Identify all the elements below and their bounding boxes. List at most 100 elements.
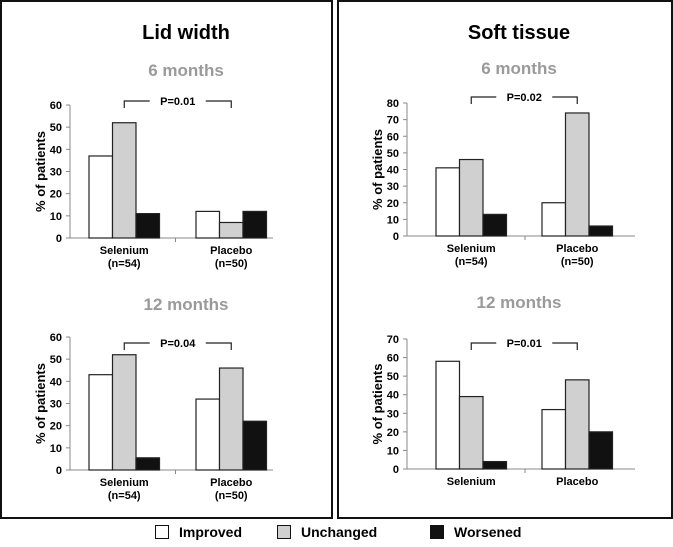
bar-worsened [482,213,508,237]
y-tick-label: 40 [387,390,399,402]
bar-unchanged [218,367,244,471]
bar-improved [195,210,221,239]
category-label: (n=54) [108,258,141,270]
y-tick-label: 50 [387,148,399,160]
bar-unchanged [111,122,137,239]
y-tick-label: 20 [387,198,399,210]
category-label: Selenium [447,476,496,488]
bar-unchanged [458,158,484,237]
category-label: Placebo [556,476,598,488]
y-tick-label: 10 [50,211,62,223]
category-label: Placebo [210,245,252,257]
panel-title-lid-width: Lid width [142,22,230,44]
y-tick-label: 40 [50,144,62,156]
category-label: Placebo [556,243,598,255]
y-tick-label: 80 [387,98,399,110]
y-axis-label: % of patients [33,131,48,212]
bar-worsened [588,225,614,237]
y-tick-label: 0 [393,231,399,243]
y-tick-label: 70 [387,334,399,346]
bar-worsened [242,420,268,471]
chart-title-lid-12m: 12 months [143,295,229,314]
chart-title-soft-12m: 12 months [476,293,562,312]
y-tick-label: 30 [50,167,62,179]
y-tick-label: 10 [50,443,62,455]
bar-unchanged [564,112,590,237]
significance-bracket [470,96,578,104]
y-tick-label: 10 [387,214,399,226]
y-tick-label: 30 [387,181,399,193]
bar-improved [88,374,114,471]
category-label: (n=54) [108,490,141,502]
significance-bracket [470,342,578,350]
y-tick-label: 30 [387,408,399,420]
category-label: (n=54) [455,256,488,268]
chart-title-soft-6m: 6 months [481,59,557,78]
chart-title-lid-6m: 6 months [148,61,224,80]
panel-title-soft-tissue: Soft tissue [467,22,571,44]
p-value-annotation: P=0.02 [507,92,542,104]
bar-worsened [588,431,614,470]
y-tick-label: 60 [387,131,399,143]
p-value-annotation: P=0.01 [160,96,195,108]
bar-unchanged [458,395,484,470]
category-label: (n=50) [215,258,248,270]
y-tick-label: 50 [50,122,62,134]
y-tick-label: 50 [50,354,62,366]
category-label: Selenium [100,477,149,489]
panel-soft-tissue [337,0,673,519]
bar-unchanged [111,354,137,471]
bar-worsened [135,213,161,239]
y-tick-label: 40 [387,165,399,177]
y-tick-label: 60 [50,332,62,344]
bar-worsened [242,210,268,239]
category-label: (n=50) [561,256,594,268]
legend-swatch-worsened [430,525,444,539]
y-tick-label: 60 [387,353,399,365]
y-tick-label: 0 [56,233,62,245]
y-tick-label: 40 [50,376,62,388]
significance-bracket [123,100,232,108]
bar-improved [195,398,221,471]
y-tick-label: 30 [50,399,62,411]
y-axis-label: % of patients [370,364,385,445]
legend: Improved Unchanged Worsened [0,524,673,544]
y-tick-label: 20 [50,189,62,201]
p-value-annotation: P=0.04 [160,338,196,350]
legend-label: Worsened [454,524,522,540]
legend-swatch-improved [155,525,169,539]
bar-improved [435,167,461,237]
bar-worsened [482,460,508,470]
bar-improved [435,360,461,470]
legend-swatch-unchanged [277,525,291,539]
legend-label: Improved [179,524,243,540]
y-tick-label: 0 [56,465,62,477]
bar-improved [541,202,567,237]
bar-improved [88,155,114,239]
y-tick-label: 20 [50,421,62,433]
y-tick-label: 10 [387,445,399,457]
category-label: Selenium [100,245,149,257]
bar-unchanged [564,379,590,470]
bar-improved [541,408,567,470]
y-tick-label: 70 [387,115,399,127]
legend-item-improved: Improved [155,524,242,540]
bar-unchanged [218,221,244,239]
p-value-annotation: P=0.01 [507,338,542,350]
y-axis-label: % of patients [370,129,385,210]
category-label: (n=50) [215,490,248,502]
bar-worsened [135,457,161,471]
y-tick-label: 0 [393,464,399,476]
y-tick-label: 20 [387,427,399,439]
panel-lid-width [0,0,333,519]
legend-item-worsened: Worsened [430,524,521,540]
category-label: Placebo [210,477,252,489]
category-label: Selenium [447,243,496,255]
y-tick-label: 50 [387,371,399,383]
legend-label: Unchanged [301,524,378,540]
y-axis-label: % of patients [33,363,48,444]
legend-item-unchanged: Unchanged [277,524,377,540]
significance-bracket [123,342,232,350]
